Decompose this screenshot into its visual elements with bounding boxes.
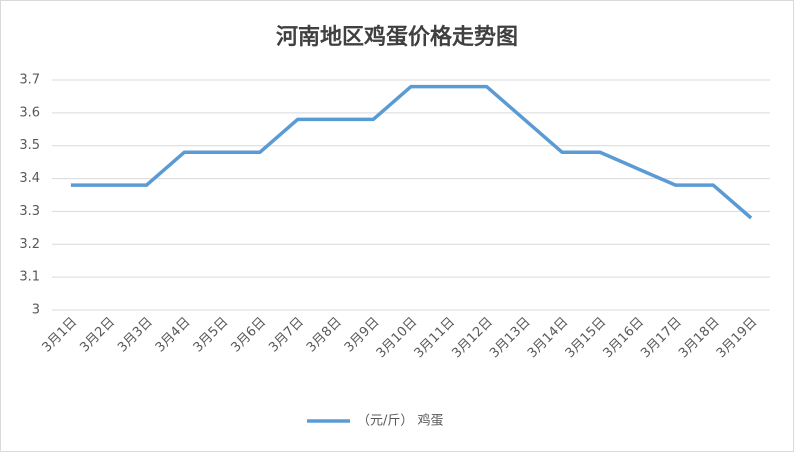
y-tick-label: 3.5 [19,138,40,153]
y-tick-label: 3.1 [19,270,40,285]
y-tick-label: 3.6 [19,105,40,120]
y-tick-label: 3.4 [19,171,40,186]
legend-label: （元/斤） 鸡蛋 [357,413,444,429]
y-tick-label: 3.7 [19,73,40,88]
y-tick-label: 3.2 [19,237,40,252]
data-line [70,84,753,220]
y-tick-label: 3.3 [19,204,40,219]
chart-title: 河南地区鸡蛋价格走势图 [276,24,518,50]
y-tick-label: 3 [32,303,40,318]
